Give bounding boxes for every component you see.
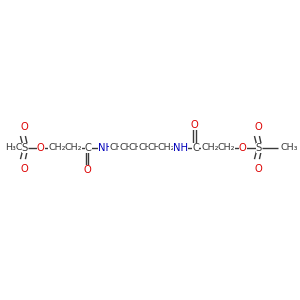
Text: CH₂: CH₂ <box>110 143 127 152</box>
Text: CH₂: CH₂ <box>48 143 66 152</box>
Text: O: O <box>21 164 29 174</box>
Text: S: S <box>22 142 28 153</box>
Text: O: O <box>21 122 29 132</box>
Text: CH₂: CH₂ <box>129 143 146 152</box>
Text: CH₂: CH₂ <box>138 143 156 152</box>
Text: CH₂: CH₂ <box>119 143 136 152</box>
Text: CH₂: CH₂ <box>65 143 82 152</box>
Text: H₃C: H₃C <box>5 143 23 152</box>
Text: CH₂: CH₂ <box>148 143 165 152</box>
Text: S: S <box>256 142 262 153</box>
Text: NH: NH <box>98 142 112 153</box>
Text: CH₂: CH₂ <box>201 143 219 152</box>
Text: O: O <box>255 122 263 132</box>
Text: O: O <box>83 165 91 175</box>
Text: CH₂: CH₂ <box>158 143 175 152</box>
Text: NH: NH <box>173 142 188 153</box>
Text: O: O <box>191 120 199 130</box>
Text: O: O <box>37 142 45 153</box>
Text: CH₃: CH₃ <box>280 143 298 152</box>
Text: C: C <box>192 142 199 153</box>
Text: O: O <box>255 164 263 174</box>
Text: CH₂: CH₂ <box>218 143 236 152</box>
Text: O: O <box>239 142 247 153</box>
Text: C: C <box>85 142 92 153</box>
